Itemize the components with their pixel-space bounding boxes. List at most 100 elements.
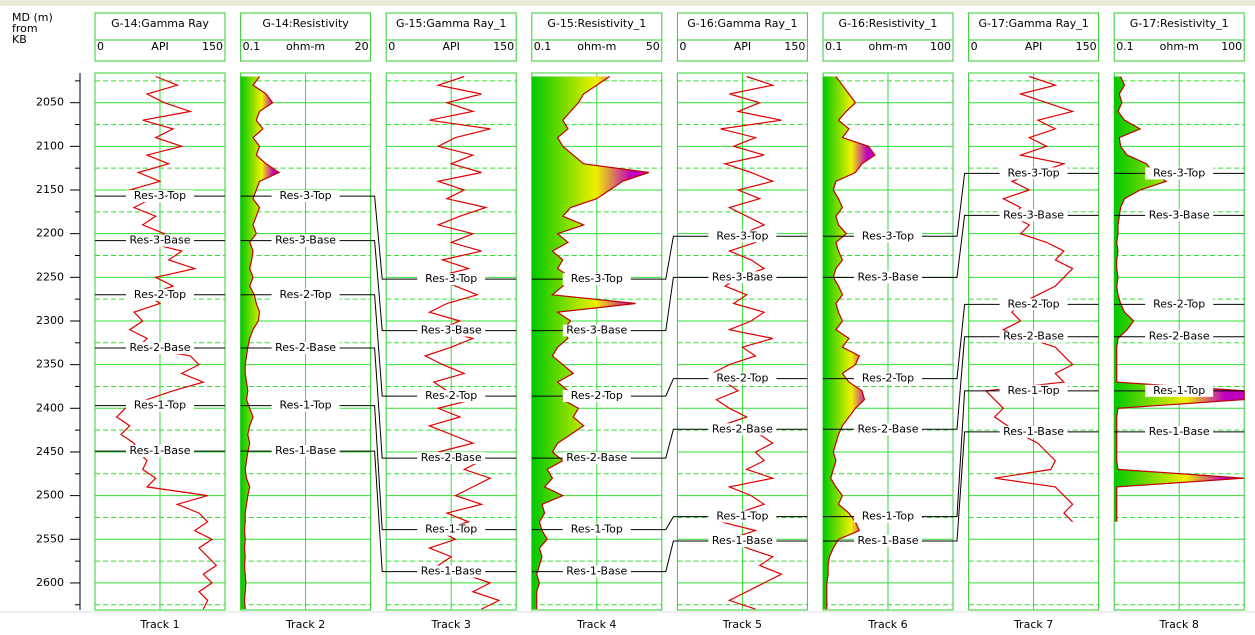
curve-fill xyxy=(240,76,280,610)
tie-line xyxy=(661,276,678,332)
y-tick-label: 2150 xyxy=(36,183,64,196)
y-tick-label: 2100 xyxy=(36,139,64,152)
track-name: Track 2 xyxy=(285,618,325,631)
top-label-bg xyxy=(1145,330,1214,343)
top-label-bg xyxy=(999,425,1068,438)
top-label: Res-3-Base xyxy=(130,234,191,247)
top-label-bg xyxy=(854,535,922,548)
track-name: Track 8 xyxy=(1159,618,1199,631)
top-label: Res-1-Base xyxy=(1149,425,1210,438)
tie-line xyxy=(370,240,387,332)
tie-line xyxy=(953,390,969,518)
top-label-bg xyxy=(562,324,631,337)
top-label: Res-2-Base xyxy=(1003,330,1064,343)
track-header xyxy=(822,12,954,62)
y-tick-label: 2550 xyxy=(36,532,64,545)
top-label-bg xyxy=(999,209,1068,222)
top-label: Res-3-Top xyxy=(716,229,768,242)
tie-line xyxy=(370,347,387,459)
track-name: Track 1 xyxy=(139,618,179,631)
top-label: Res-1-Top xyxy=(571,523,623,536)
y-tick-label: 2500 xyxy=(36,489,64,502)
top-label: Res-1-Top xyxy=(280,399,332,412)
y-tick-label: 2600 xyxy=(36,576,64,589)
top-label-bg xyxy=(854,423,922,436)
top-label: Res-2-Base xyxy=(712,422,773,435)
log-curve xyxy=(536,76,649,610)
tie-line xyxy=(661,235,678,280)
top-label-bg xyxy=(708,510,777,523)
top-label: Res-2-Base xyxy=(858,422,919,435)
track-name: Track 4 xyxy=(576,618,616,631)
top-label: Res-3-Base xyxy=(1149,208,1210,221)
top-label: Res-3-Top xyxy=(1153,166,1205,179)
y-tick-label: 2400 xyxy=(36,401,64,414)
scale-unit: ohm-m xyxy=(577,40,616,53)
top-label-bg xyxy=(126,288,194,301)
tie-line xyxy=(370,294,387,397)
scale-unit: API xyxy=(151,40,168,53)
top-label-bg xyxy=(854,230,922,243)
track-header xyxy=(385,12,517,62)
track-title: G-15:Gamma Ray_1 xyxy=(396,17,506,30)
top-label-bg xyxy=(854,510,922,523)
top-label-bg xyxy=(562,452,631,465)
scale-min: 0.1 xyxy=(243,40,261,53)
top-label-bg xyxy=(417,324,486,337)
scale-max: 150 xyxy=(493,40,514,53)
top-label-bg xyxy=(417,523,486,536)
top-label: Res-3-Base xyxy=(275,234,336,247)
scale-min: 0.1 xyxy=(825,40,843,53)
top-label-bg xyxy=(1145,167,1214,180)
tie-line xyxy=(953,336,969,430)
top-label: Res-1-Base xyxy=(130,444,191,457)
top-label-bg xyxy=(417,452,486,465)
tie-line xyxy=(370,405,387,531)
scale-unit: API xyxy=(1025,40,1042,53)
top-label: Res-1-Base xyxy=(1003,425,1064,438)
scale-max: 100 xyxy=(930,40,951,53)
scale-min: 0.1 xyxy=(534,40,552,53)
top-label: Res-2-Top xyxy=(425,389,477,402)
track-title: G-14:Resistivity xyxy=(262,17,349,30)
top-label: Res-1-Top xyxy=(425,523,477,536)
top-label-bg xyxy=(854,372,922,385)
top-label: Res-3-Base xyxy=(712,270,773,283)
top-label: Res-3-Base xyxy=(421,324,482,337)
top-label: Res-3-Top xyxy=(862,229,914,242)
top-label-bg xyxy=(126,234,194,247)
curve-fill xyxy=(531,76,649,610)
track-header xyxy=(968,12,1100,62)
depth-axis-label: KB xyxy=(12,33,27,46)
scale-max: 150 xyxy=(202,40,223,53)
scale-min: 0.1 xyxy=(1116,40,1134,53)
y-tick-label: 2450 xyxy=(36,445,64,458)
scale-unit: ohm-m xyxy=(286,40,325,53)
tie-line xyxy=(370,195,387,280)
top-label: Res-3-Top xyxy=(1008,166,1060,179)
track-header xyxy=(240,12,372,62)
top-label: Res-3-Base xyxy=(858,270,919,283)
top-label: Res-1-Top xyxy=(1153,384,1205,397)
track-title: G-16:Resistivity_1 xyxy=(839,17,938,30)
log-curve xyxy=(710,75,783,610)
track-name: Track 3 xyxy=(431,618,471,631)
log-curve xyxy=(243,76,281,610)
depth-axis-label: from xyxy=(12,22,38,35)
top-label: Res-3-Top xyxy=(571,272,623,285)
track-header xyxy=(1113,12,1245,62)
top-label-bg xyxy=(562,273,631,286)
tie-line xyxy=(953,172,969,237)
tie-line xyxy=(661,378,678,397)
y-tick-label: 2050 xyxy=(36,96,64,109)
top-label-bg xyxy=(854,271,922,284)
depth-axis-label: MD (m) xyxy=(12,11,53,24)
track-header xyxy=(676,12,808,62)
top-label: Res-1-Base xyxy=(421,565,482,578)
top-label: Res-2-Base xyxy=(1149,330,1210,343)
top-label: Res-2-Top xyxy=(134,288,186,301)
top-label: Res-3-Base xyxy=(566,324,627,337)
tie-line xyxy=(661,516,678,531)
scale-min: 0 xyxy=(388,40,395,53)
